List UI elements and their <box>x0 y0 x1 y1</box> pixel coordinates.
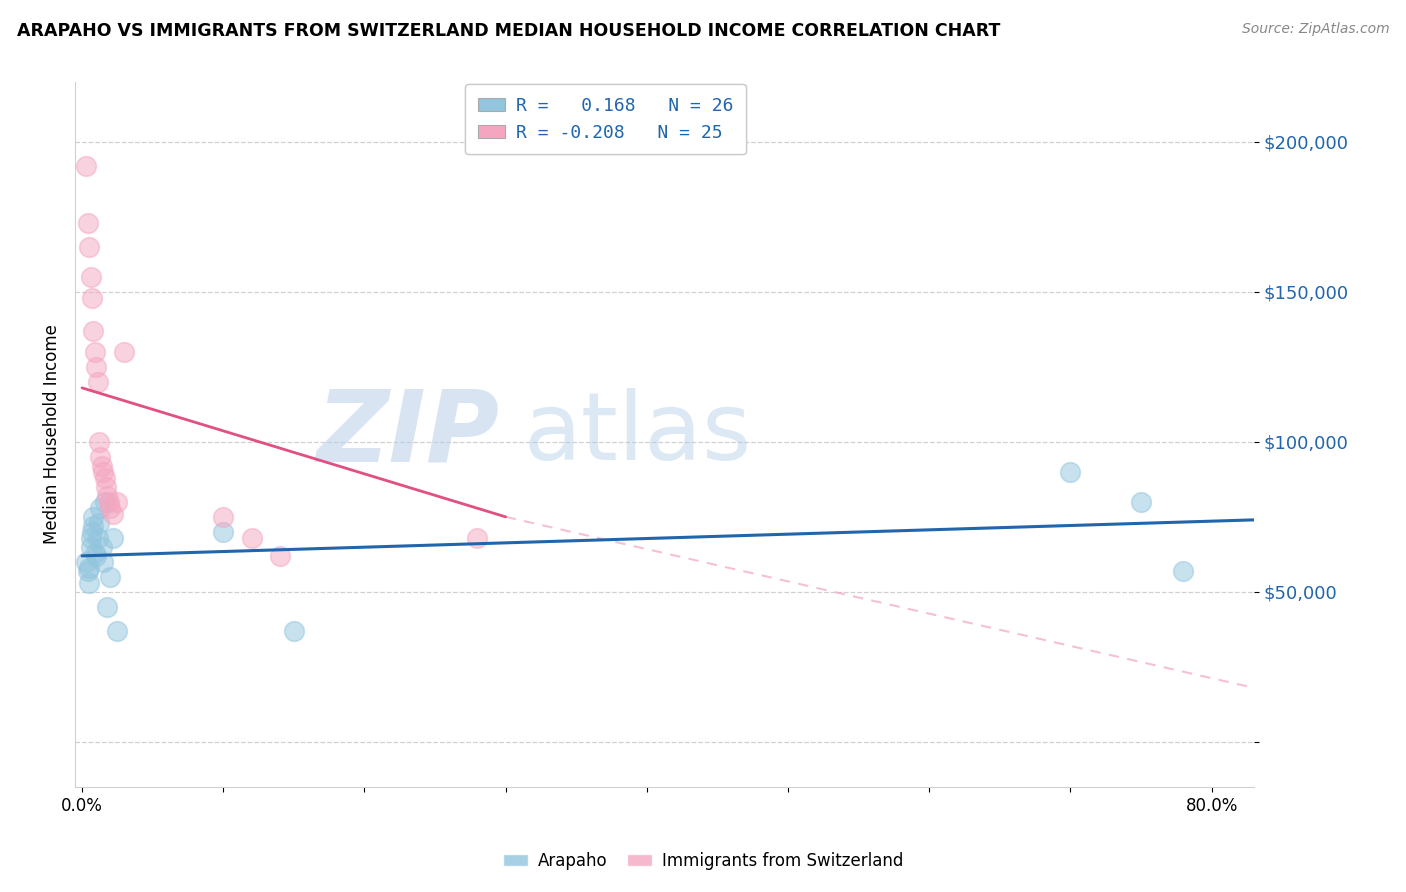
Point <box>77 561 100 575</box>
Point <box>80 291 103 305</box>
Point <box>101 531 124 545</box>
Point <box>82 324 104 338</box>
Point <box>98 570 121 584</box>
Point <box>212 524 235 539</box>
Point <box>212 509 235 524</box>
Point <box>80 524 103 539</box>
Point <box>94 480 117 494</box>
Point <box>83 344 105 359</box>
Point <box>91 465 114 479</box>
Point <box>83 546 105 560</box>
Point <box>91 555 114 569</box>
Point <box>283 624 305 638</box>
Text: ZIP: ZIP <box>316 386 499 483</box>
Point <box>84 359 107 374</box>
Point <box>79 540 101 554</box>
Point <box>79 269 101 284</box>
Point <box>76 216 98 230</box>
Point <box>86 375 108 389</box>
Point <box>77 240 100 254</box>
Point <box>82 509 104 524</box>
Text: ARAPAHO VS IMMIGRANTS FROM SWITZERLAND MEDIAN HOUSEHOLD INCOME CORRELATION CHART: ARAPAHO VS IMMIGRANTS FROM SWITZERLAND M… <box>17 22 1000 40</box>
Point <box>98 500 121 515</box>
Point <box>84 549 107 563</box>
Point <box>467 531 489 545</box>
Point <box>240 531 263 545</box>
Point <box>105 624 128 638</box>
Point <box>93 471 115 485</box>
Point <box>86 531 108 545</box>
Point <box>1130 495 1153 509</box>
Point <box>75 159 97 173</box>
Point <box>89 450 111 464</box>
Point <box>82 519 104 533</box>
Point <box>101 507 124 521</box>
Legend: Arapaho, Immigrants from Switzerland: Arapaho, Immigrants from Switzerland <box>496 846 910 877</box>
Y-axis label: Median Household Income: Median Household Income <box>44 325 60 544</box>
Text: atlas: atlas <box>523 388 751 481</box>
Point <box>112 344 135 359</box>
Point <box>90 540 112 554</box>
Point <box>76 564 98 578</box>
Point <box>87 516 110 530</box>
Point <box>79 531 101 545</box>
Point <box>105 495 128 509</box>
Point <box>96 489 118 503</box>
Point <box>75 555 97 569</box>
Point <box>96 599 118 614</box>
Text: Source: ZipAtlas.com: Source: ZipAtlas.com <box>1241 22 1389 37</box>
Point <box>89 500 111 515</box>
Point <box>90 458 112 473</box>
Point <box>93 495 115 509</box>
Point <box>97 495 120 509</box>
Point <box>269 549 291 563</box>
Point <box>87 434 110 449</box>
Legend: R =   0.168   N = 26, R = -0.208   N = 25: R = 0.168 N = 26, R = -0.208 N = 25 <box>465 84 747 154</box>
Point <box>77 575 100 590</box>
Point <box>1173 564 1195 578</box>
Point <box>1059 465 1081 479</box>
